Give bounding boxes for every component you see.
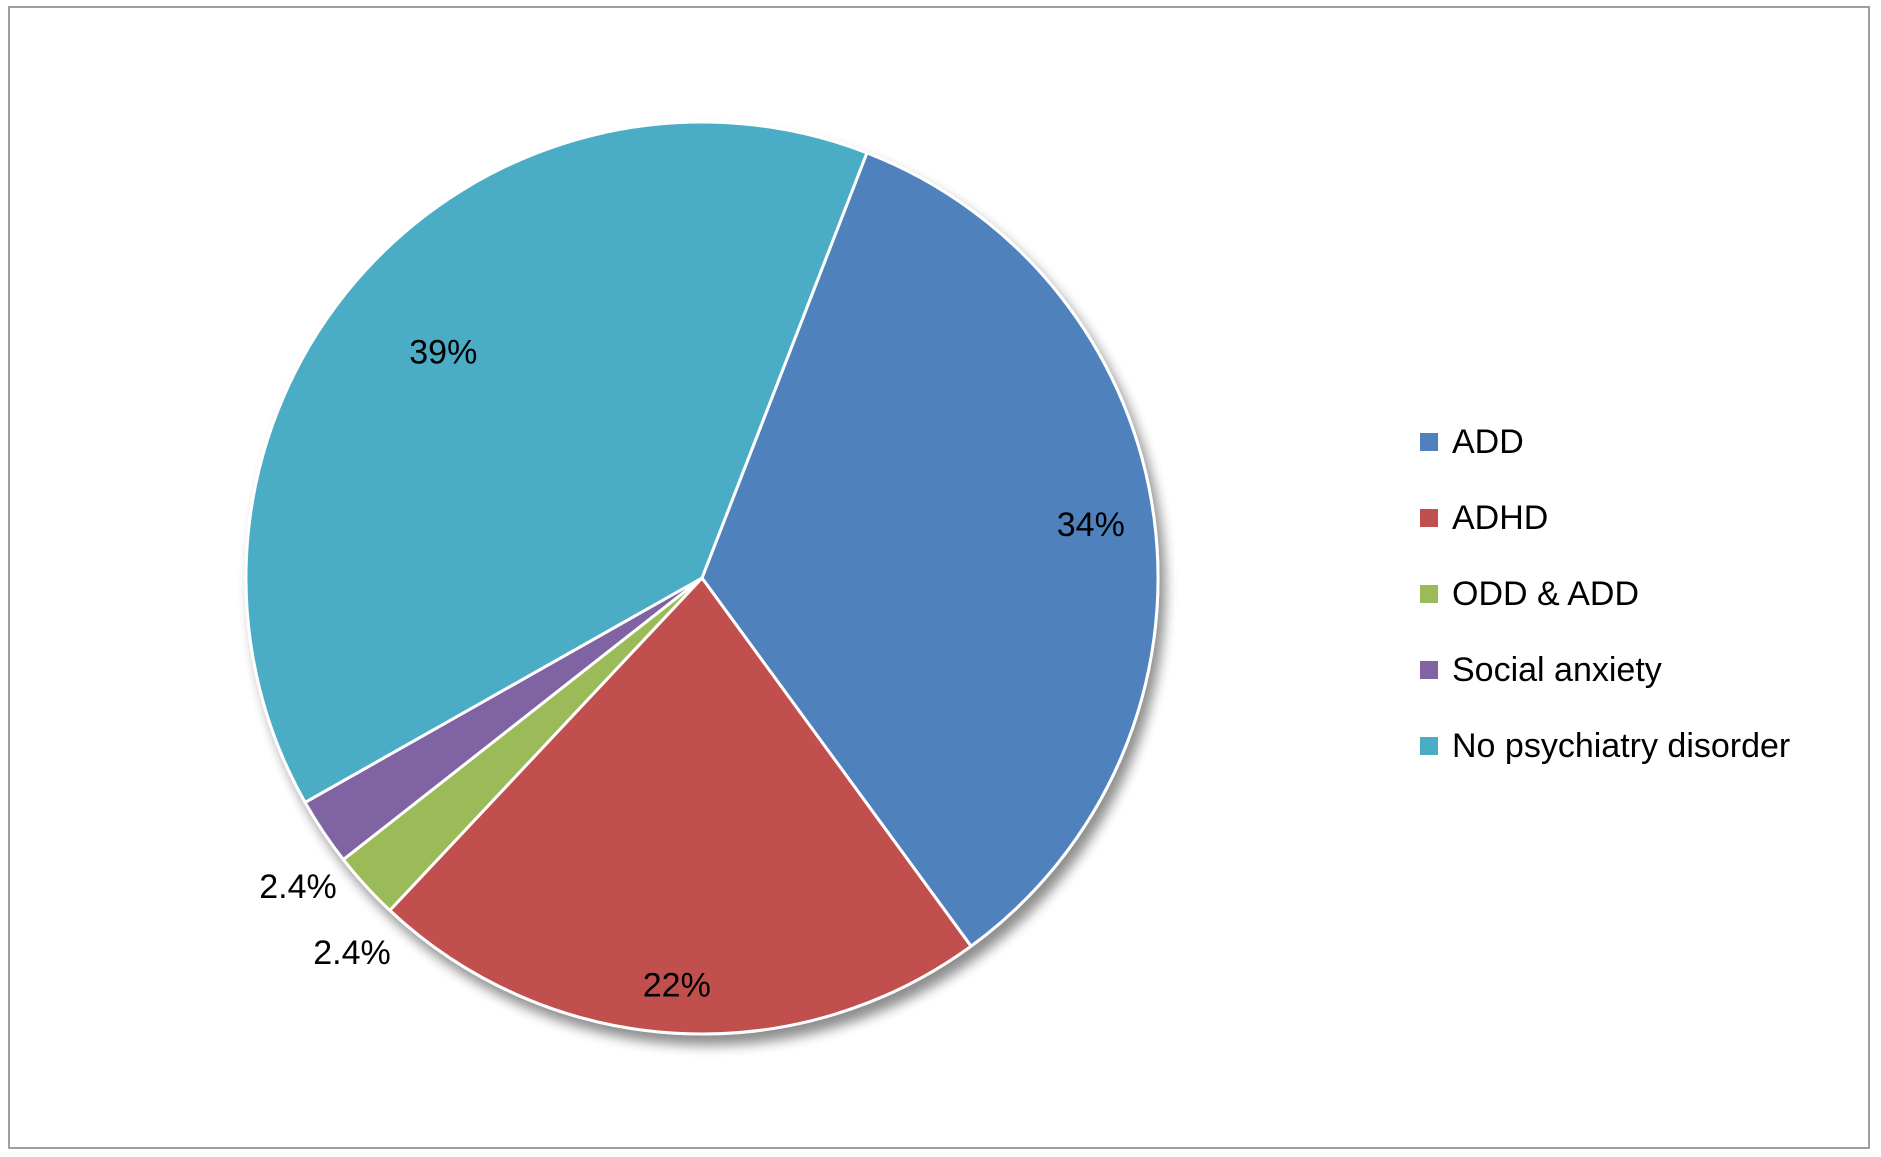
legend-label-odd-add: ODD & ADD: [1452, 574, 1640, 613]
data-label-add: 34%: [1057, 506, 1125, 544]
legend: ADD ADHD ODD & ADD Social anxiety No psy…: [1420, 404, 1790, 784]
legend-label-add: ADD: [1452, 422, 1524, 461]
data-label-social-anxiety: 2.4%: [259, 868, 337, 906]
legend-item-no-psychiatry-disorder: No psychiatry disorder: [1420, 708, 1790, 784]
legend-item-add: ADD: [1420, 404, 1790, 480]
legend-label-no-psychiatry-disorder: No psychiatry disorder: [1452, 726, 1791, 765]
legend-item-social-anxiety: Social anxiety: [1420, 632, 1790, 708]
data-label-odd-add: 2.4%: [313, 934, 391, 972]
legend-swatch-odd-add: [1420, 585, 1438, 603]
legend-item-odd-add: ODD & ADD: [1420, 556, 1790, 632]
pie-slice-adhd: [388, 576, 973, 1036]
legend-swatch-no-psychiatry-disorder: [1420, 737, 1438, 755]
pie-slice-add: [700, 151, 1160, 948]
legend-swatch-adhd: [1420, 509, 1438, 527]
legend-swatch-social-anxiety: [1420, 661, 1438, 679]
pie-slice-no-psychiatry-disorder: [244, 120, 869, 804]
legend-label-adhd: ADHD: [1452, 498, 1549, 537]
legend-item-adhd: ADHD: [1420, 480, 1790, 556]
legend-swatch-add: [1420, 433, 1438, 451]
legend-label-social-anxiety: Social anxiety: [1452, 650, 1662, 689]
data-label-no-psychiatry-disorder: 39%: [409, 333, 477, 371]
data-label-adhd: 22%: [643, 967, 711, 1005]
